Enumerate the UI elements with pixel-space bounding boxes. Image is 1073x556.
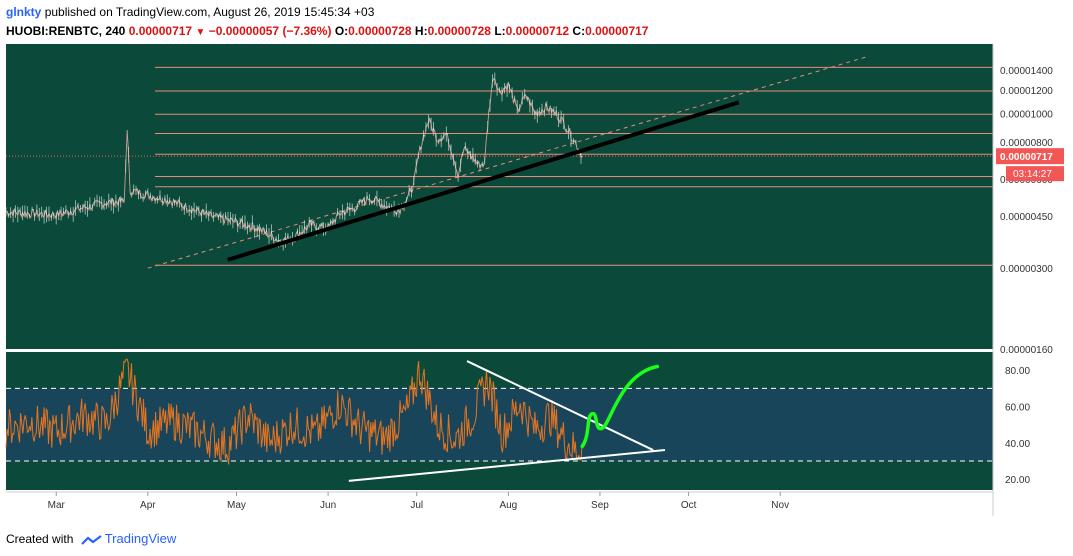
countdown-badge <box>1006 166 1064 182</box>
triangle-lower-line <box>348 449 666 482</box>
published-text: published on TradingView.com, August 26,… <box>44 5 375 19</box>
price-tick-label: 0.00001200 <box>1000 86 1053 97</box>
rsi-tick-label: 20.00 <box>1005 475 1030 486</box>
high-label: H: <box>414 24 428 38</box>
down-triangle-icon: ▼ <box>195 27 206 38</box>
countdown-label: 03:14:27 <box>1013 169 1052 180</box>
low-label: L: <box>494 24 506 38</box>
price-scale <box>993 44 1073 516</box>
author-link[interactable]: glnkty <box>6 5 42 19</box>
price-tick-label: 0.00000300 <box>1000 264 1053 275</box>
ohlc-legend: HUOBI:RENBTC, 240 0.00000717 ▼ −0.000000… <box>6 24 648 38</box>
current-price-badge <box>996 148 1064 165</box>
price-pane <box>6 44 993 349</box>
rsi-tick-label: 40.00 <box>1005 439 1030 450</box>
time-tick-label: Mar <box>48 500 66 511</box>
current-price-label: 0.00000717 <box>1000 152 1053 163</box>
close-label: C: <box>572 24 586 38</box>
created-with-text: Created with <box>6 532 74 546</box>
rsi-tick-label: 60.00 <box>1005 402 1030 413</box>
time-tick-label: Jul <box>410 500 423 511</box>
open-value: 0.00000728 <box>348 24 412 38</box>
tradingview-brand[interactable]: TradingView <box>104 531 177 546</box>
high-value: 0.00000728 <box>427 24 491 38</box>
time-tick-label: Apr <box>140 500 156 511</box>
time-tick-label: Nov <box>771 500 789 511</box>
price-tick-label: 0.00000160 <box>1000 345 1053 356</box>
rsi-tick-label: 80.00 <box>1005 366 1030 377</box>
price-tick-label: 0.00001000 <box>1000 109 1053 120</box>
time-scale <box>6 492 993 516</box>
price-tick-label: 0.00000450 <box>1000 212 1053 223</box>
chart-area[interactable]: 0.00001400 0.00001200 0.00001000 0.00000800… <box>0 44 1073 524</box>
close-value: 0.00000717 <box>585 24 649 38</box>
tradingview-logo-icon <box>80 534 102 545</box>
footer: Created with TradingView <box>6 531 176 546</box>
time-tick-label: Jun <box>320 500 336 511</box>
low-value: 0.00000712 <box>505 24 570 38</box>
price-tick-label: 0.00000800 <box>1000 138 1053 149</box>
time-tick-label: May <box>227 500 246 511</box>
rsi-line <box>5 358 583 465</box>
support-trendline <box>227 100 740 262</box>
open-label: O: <box>334 24 349 38</box>
price-change: −0.00000057 (−7.36%) <box>208 24 332 38</box>
last-price: 0.00000717 <box>128 24 193 38</box>
triangle-upper-line <box>466 360 654 451</box>
symbol-label: HUOBI:RENBTC, 240 <box>6 24 126 38</box>
time-tick-label: Aug <box>499 500 517 511</box>
time-tick-label: Sep <box>591 500 609 511</box>
time-tick-label: Oct <box>681 500 697 511</box>
green-projection-arrow <box>580 364 659 449</box>
publish-info: glnkty published on TradingView.com, Aug… <box>6 5 374 19</box>
price-tick-label: 0.00001400 <box>1000 66 1053 77</box>
